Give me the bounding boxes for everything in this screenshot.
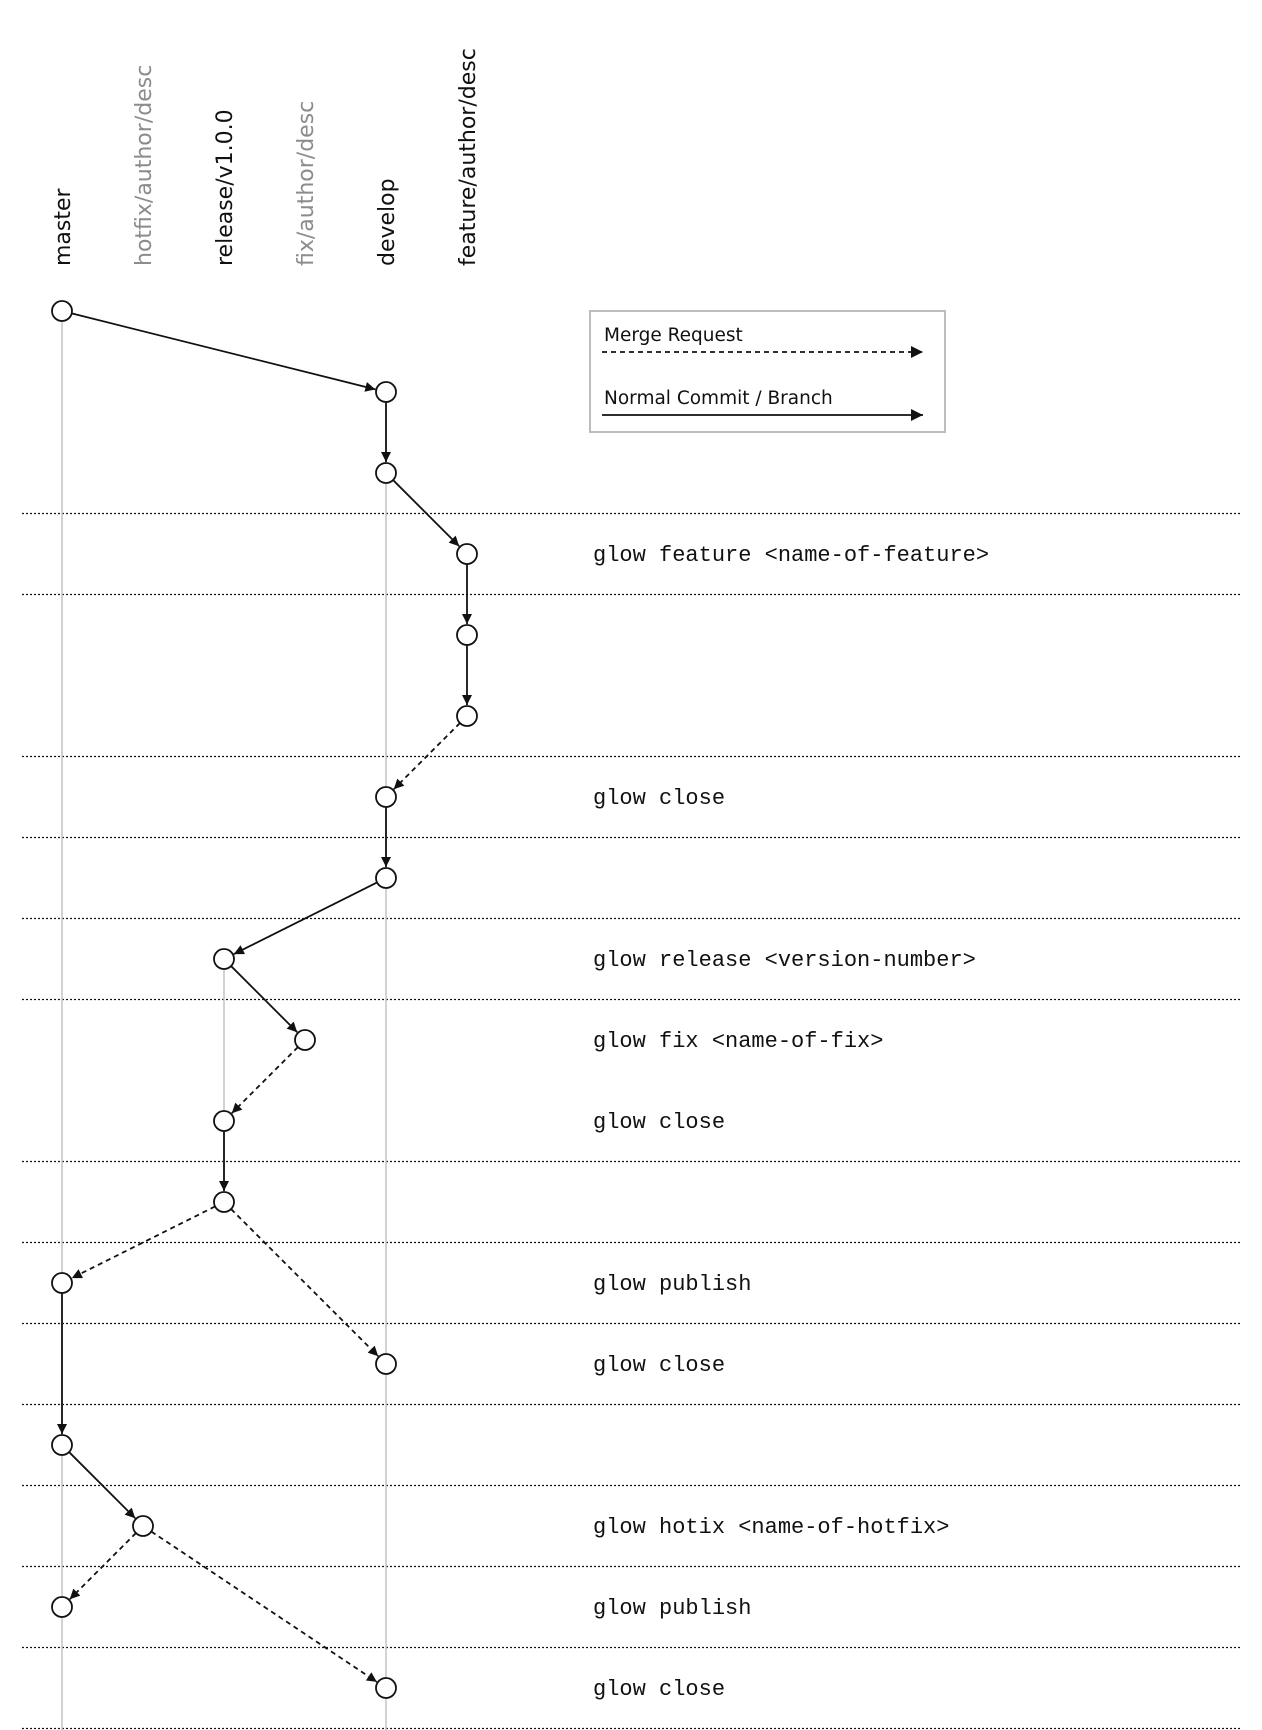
legend: Merge Request Normal Commit / Branch [589,310,946,433]
glow-command: glow close [593,1353,725,1378]
glow-command: glow close [593,1110,725,1135]
commit-node-master [51,1272,73,1294]
branch-label-fix: fix/author/desc [294,101,319,266]
glow-command: glow publish [593,1596,751,1621]
commit-node-develop [375,786,397,808]
merge-request-arrow [150,1530,378,1683]
branch-lifelines [61,311,387,1730]
row-separators [22,512,1240,1730]
branch-label-feature: feature/author/desc [456,48,481,266]
merge-request-arrow [231,1046,299,1114]
glow-command: glow hotix <name-of-hotfix> [593,1515,949,1540]
glow-command: glow release <version-number> [593,948,976,973]
commit-arrow [233,881,378,955]
merge-request-arrow [69,1532,137,1600]
glow-command: glow close [593,1677,725,1702]
branch-label-hotfix: hotfix/author/desc [132,65,157,266]
commit-node-feature [456,543,478,565]
commit-node-develop [375,1677,397,1699]
merge-request-arrow [393,722,461,790]
commit-node-release [213,948,235,970]
commit-node-master [51,300,73,322]
branch-labels: master hotfix/author/desc release/v1.0.0 fi… [51,48,481,266]
commit-node-release [213,1110,235,1132]
legend-box [589,310,946,433]
commit-node-fix [294,1029,316,1051]
commit-node-master [51,1434,73,1456]
commit-node-master [51,1596,73,1618]
branch-label-release: release/v1.0.0 [213,109,238,266]
commit-arrow [392,479,460,547]
commit-node-develop [375,867,397,889]
glow-command: glow publish [593,1272,751,1297]
commit-arrow [230,965,298,1033]
commit-arrow [71,312,376,392]
commit-node-develop [375,381,397,403]
branch-label-develop: develop [375,178,400,266]
legend-normal-commit-label: Normal Commit / Branch [604,388,833,409]
commit-arrow [68,1451,136,1519]
branch-label-master: master [51,187,76,266]
commit-node-feature [456,705,478,727]
commit-nodes [51,300,478,1699]
commit-node-feature [456,624,478,646]
merge-request-arrow [230,1208,379,1357]
glow-command: glow close [593,786,725,811]
command-labels: glow feature <name-of-feature> glow close… [593,543,989,1702]
legend-merge-request-label: Merge Request [604,325,743,346]
commit-node-develop [375,1353,397,1375]
glow-command: glow feature <name-of-feature> [593,543,989,568]
commit-node-develop [375,462,397,484]
commit-node-hotfix [132,1515,154,1537]
glow-command: glow fix <name-of-fix> [593,1029,883,1054]
commit-node-release [213,1191,235,1213]
commit-edges [57,312,472,1683]
